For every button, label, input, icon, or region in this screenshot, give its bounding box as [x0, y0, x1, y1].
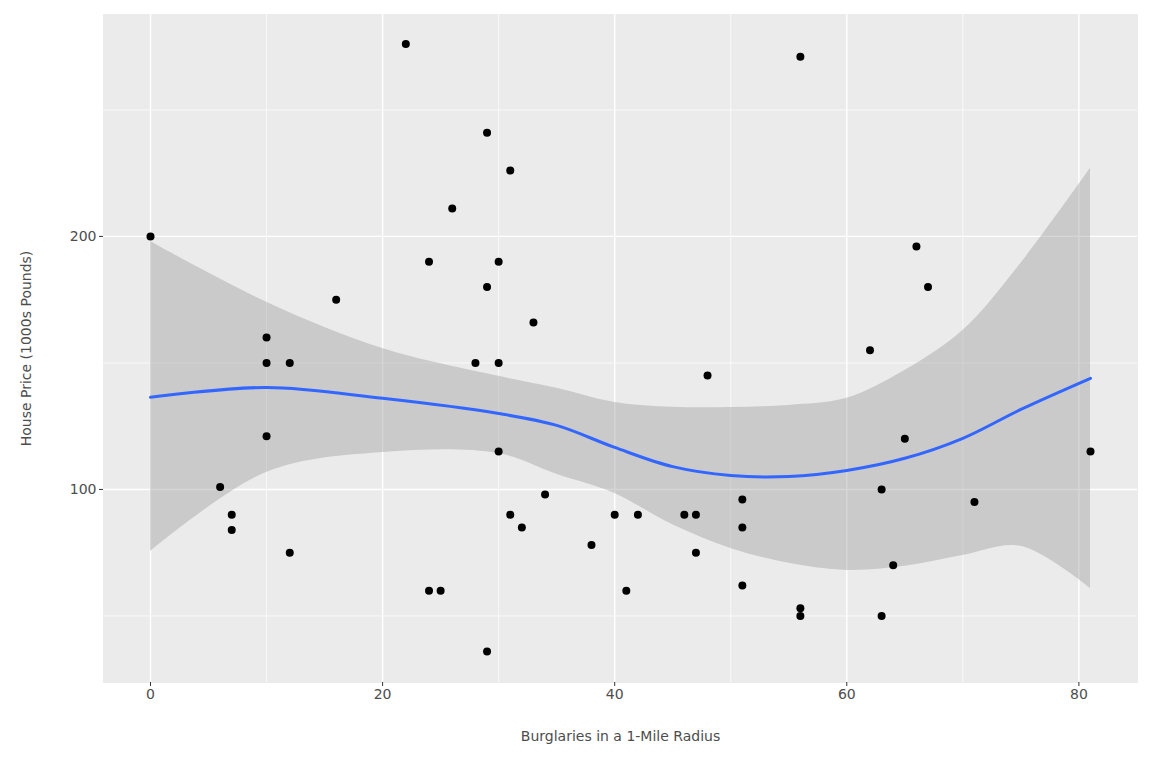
svg-text:House Price (1000s Pounds): House Price (1000s Pounds) — [18, 251, 34, 447]
svg-text:40: 40 — [606, 686, 624, 702]
svg-text:60: 60 — [838, 686, 856, 702]
svg-text:80: 80 — [1070, 686, 1088, 702]
svg-text:20: 20 — [374, 686, 392, 702]
svg-text:200: 200 — [70, 228, 97, 244]
svg-text:0: 0 — [146, 686, 155, 702]
svg-text:Burglaries in a 1-Mile Radius: Burglaries in a 1-Mile Radius — [521, 728, 720, 744]
svg-text:100: 100 — [70, 481, 97, 497]
